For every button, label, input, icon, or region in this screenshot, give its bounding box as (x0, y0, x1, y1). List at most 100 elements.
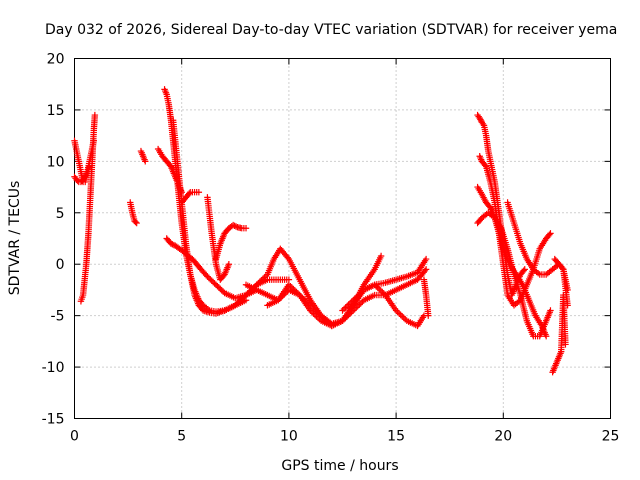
data-point-track-i (169, 241, 176, 248)
data-point-track-m (261, 274, 268, 281)
data-point-track-o (288, 284, 296, 291)
data-point-track-n (357, 299, 365, 307)
data-point-track-m (262, 272, 270, 280)
data-point-track-o (395, 310, 403, 317)
data-point-track-o (402, 316, 409, 323)
data-point-track-e (142, 158, 149, 165)
data-point-track-m (233, 300, 241, 308)
data-point-track-l (232, 223, 240, 230)
data-point-track-o (379, 288, 386, 296)
y-tick-label: 5 (56, 206, 65, 222)
data-point-track-k (225, 261, 233, 268)
data-point-track-o (310, 310, 317, 317)
grid-lines (74, 58, 611, 419)
x-tick-label: 5 (177, 429, 186, 445)
data-point-track-m (284, 254, 291, 261)
data-point-track-i (182, 250, 189, 257)
data-point-track-o (399, 313, 406, 320)
data-point-track-p (354, 292, 362, 300)
data-point-track-p (348, 298, 355, 305)
data-point-track-i (207, 276, 214, 283)
data-point-track-m (259, 275, 267, 283)
data-point-track-p (345, 301, 352, 308)
data-point-track-t (542, 333, 550, 340)
data-point-track-p (359, 288, 366, 295)
data-point-track-m (238, 296, 245, 303)
data-point-track-i (212, 281, 220, 288)
axis-ticks: 0 5 10 15 20 25 -15 -10 -5 0 5 10 15 20 (42, 52, 620, 445)
data-point-track-i (211, 280, 218, 287)
data-point-track-n (422, 266, 430, 273)
data-point-track-m (242, 291, 250, 299)
data-point-track-o (400, 314, 407, 322)
data-point-track-p (351, 295, 358, 302)
data-point-track-m (232, 302, 239, 309)
data-point-track-o (397, 311, 404, 319)
data-point-track-i (167, 240, 175, 247)
data-point-track-s (546, 231, 553, 238)
data-point-track-p (343, 302, 351, 310)
data-point-track-i (180, 248, 188, 256)
data-point-track-o (291, 287, 299, 294)
x-tick-label: 25 (602, 429, 620, 445)
data-point-track-m (245, 288, 253, 296)
data-point-track-i (209, 278, 217, 286)
data-point-track-o (394, 308, 401, 316)
y-tick-label: -5 (51, 309, 65, 325)
data-point-track-o (374, 284, 381, 291)
data-point-track-j (195, 189, 203, 196)
data-point-track-m (236, 297, 244, 305)
data-point-track-d (133, 219, 140, 227)
data-point-track-c (86, 163, 93, 170)
data-point-track-m (244, 290, 251, 297)
data-point-track-s (547, 230, 554, 237)
data-points (71, 86, 571, 376)
data-point-track-l (231, 222, 238, 230)
data-point-track-o (285, 281, 293, 288)
data-point-track-o (290, 285, 297, 293)
data-point-track-o (308, 308, 316, 316)
data-point-track-r (476, 114, 483, 122)
data-point-track-p (350, 297, 357, 304)
data-point-track-o (307, 307, 314, 314)
data-point-track-p (346, 299, 354, 307)
data-point-track-o (377, 287, 384, 294)
data-point-track-p (339, 307, 346, 314)
data-point-track-m (235, 299, 242, 306)
y-tick-label: -15 (42, 412, 65, 428)
y-tick-label: 15 (47, 103, 65, 119)
data-point-track-i (214, 282, 221, 290)
data-point-track-x (559, 264, 566, 272)
data-point-track-r (477, 116, 484, 123)
data-point-track-p (357, 289, 365, 297)
data-point-track-o (392, 307, 400, 314)
data-point-track-i (208, 277, 215, 284)
y-tick-label: -10 (42, 360, 65, 376)
x-tick-label: 0 (70, 429, 79, 445)
y-axis-label: SDTVAR / TECUs (7, 181, 23, 296)
data-point-track-m (258, 277, 265, 284)
data-point-track-o (311, 311, 319, 319)
data-point-track-n (356, 301, 363, 308)
data-point-track-m (256, 278, 264, 286)
data-point-track-i (219, 288, 227, 295)
data-point-track-o (316, 316, 323, 323)
data-point-track-p (340, 305, 348, 313)
data-point-track-i (204, 273, 211, 280)
data-point-track-u (547, 307, 554, 314)
data-point-track-i (215, 284, 223, 291)
y-tick-label: 10 (47, 154, 65, 170)
data-point-track-p (353, 294, 360, 301)
plot-frame (74, 58, 611, 419)
data-point-track-p (342, 304, 349, 311)
data-point-track-i (218, 287, 225, 294)
x-tick-label: 10 (280, 429, 298, 445)
data-point-track-m (239, 294, 247, 302)
y-tick-label: 20 (47, 52, 65, 68)
data-point-track-o (293, 288, 300, 296)
data-point-track-o (313, 313, 320, 320)
data-point-track-l (242, 225, 250, 232)
data-point-track-w (562, 341, 569, 348)
data-point-track-l (229, 221, 237, 229)
